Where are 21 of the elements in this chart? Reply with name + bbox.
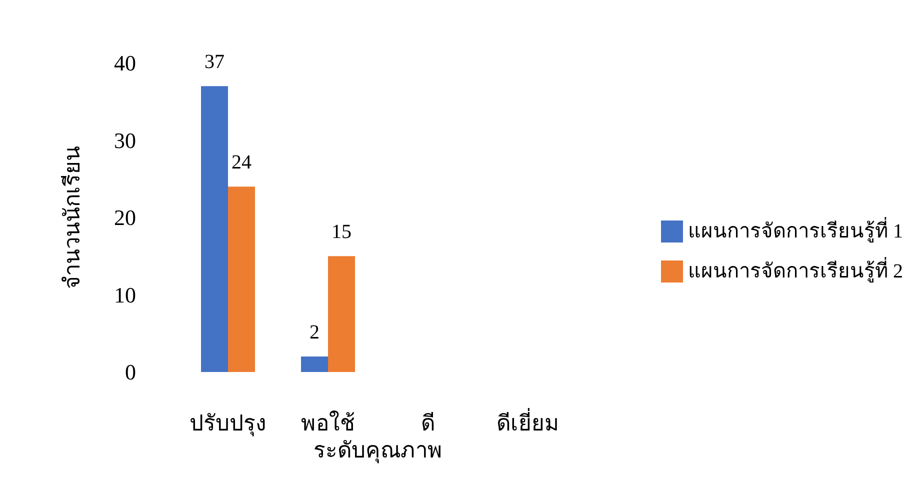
data-label: 24	[232, 152, 252, 174]
legend-label: แผนการจัดการเรียนรู้ที่ 1	[688, 216, 903, 244]
data-label: 2	[310, 322, 320, 344]
y-tick-label: 40	[114, 50, 136, 76]
x-tick-label: ดีเยี่ยม	[496, 408, 560, 436]
data-label: 37	[204, 51, 224, 74]
data-label: 15	[332, 221, 352, 244]
x-tick-label: พอใช้	[301, 410, 355, 436]
x-tick-label: ปรับปรุง	[190, 410, 266, 436]
y-tick-label: 0	[125, 360, 136, 384]
y-tick-label: 30	[114, 128, 136, 153]
bar	[301, 356, 328, 372]
bar	[328, 256, 355, 372]
y-axis-title: จำนวนนักเรียน	[60, 146, 84, 289]
y-tick-label: 20	[114, 205, 136, 230]
bar	[228, 186, 255, 372]
x-axis-title: ระดับคุณภาพ	[314, 437, 442, 464]
y-tick-label: 10	[114, 282, 136, 308]
bar	[201, 86, 228, 372]
legend-label: แผนการจัดการเรียนรู้ที่ 2	[688, 256, 903, 284]
x-tick-label: ดี	[421, 410, 435, 436]
